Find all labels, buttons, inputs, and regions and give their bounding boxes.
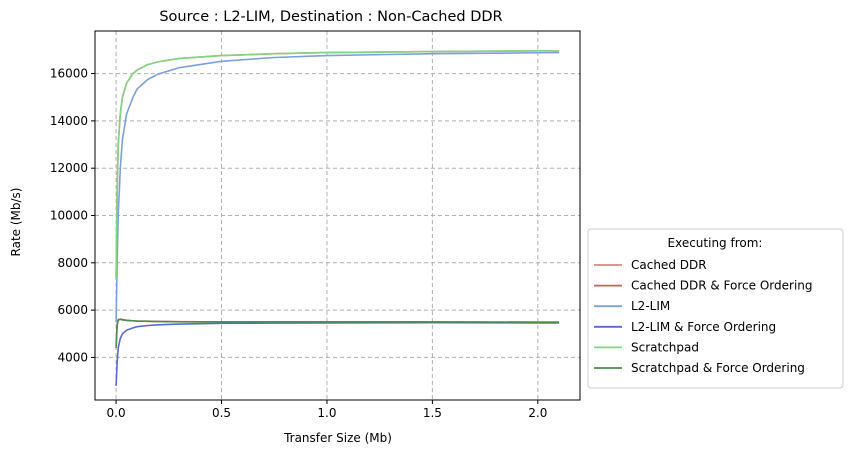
- chart-title: Source : L2-LIM, Destination : Non-Cache…: [159, 9, 502, 25]
- x-tick-label: 1.5: [423, 406, 442, 420]
- legend-items: Cached DDR Cached DDR & Force Ordering L2-…: [594, 258, 813, 375]
- y-tick-label: 8000: [57, 256, 88, 270]
- legend-label-4: L2-LIM & Force Ordering: [631, 320, 776, 334]
- series-line-1: [115, 50, 559, 278]
- x-tick-label: 0.5: [212, 406, 231, 420]
- x-axis-label: Transfer Size (Mb): [283, 431, 392, 445]
- y-tick-label: 4000: [57, 350, 88, 364]
- y-tick-label: 12000: [50, 161, 88, 175]
- y-tick-label: 6000: [57, 303, 88, 317]
- legend-label-6: Scratchpad & Force Ordering: [631, 361, 805, 375]
- series-line-3: [115, 51, 559, 322]
- x-tick-label: 2.0: [528, 406, 547, 420]
- grid-lines: [95, 31, 580, 400]
- series-line-6: [115, 318, 559, 348]
- legend-label-1: Cached DDR: [631, 258, 707, 272]
- legend-box: [587, 228, 844, 389]
- y-tick-label: 16000: [50, 67, 88, 81]
- series-line-5: [115, 50, 559, 280]
- series-lines: [115, 50, 559, 386]
- x-tick-label: 1.0: [317, 406, 336, 420]
- axis-ticks: 0.0 0.5 1.0 1.5 2.0 4000 6000 8000 10000 12000 140…: [50, 67, 548, 420]
- y-axis-label: Rate (Mb/s): [9, 188, 23, 257]
- legend-label-3: L2-LIM: [631, 299, 670, 313]
- y-tick-label: 10000: [50, 209, 88, 223]
- x-tick-label: 0.0: [107, 406, 126, 420]
- legend-label-2: Cached DDR & Force Ordering: [631, 279, 813, 293]
- legend-title: Executing from:: [668, 236, 763, 250]
- legend: Executing from: Cached DDR Cached DDR & F…: [587, 228, 844, 389]
- legend-label-5: Scratchpad: [631, 340, 699, 354]
- series-line-4: [115, 321, 559, 386]
- y-tick-label: 14000: [50, 114, 88, 128]
